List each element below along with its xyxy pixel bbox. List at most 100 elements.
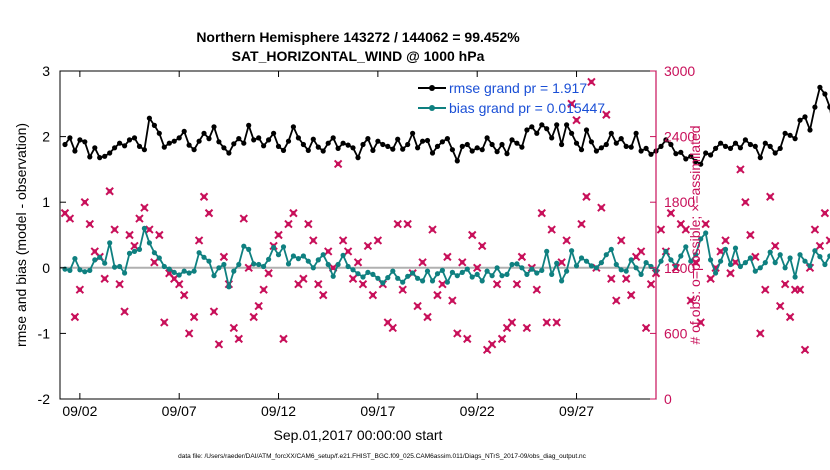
- x-axis-label: Sep.01,2017 00:00:00 start: [274, 427, 443, 443]
- rmse-point: [126, 137, 133, 143]
- obs-marker: [472, 263, 482, 273]
- bias-point: [330, 273, 336, 279]
- bias-point: [122, 270, 128, 276]
- rmse-point: [524, 127, 530, 133]
- obs-marker: [448, 296, 457, 305]
- rmse-point: [767, 143, 773, 149]
- rmse-point: [385, 143, 391, 149]
- bias-point: [102, 260, 108, 266]
- rmse-point: [752, 143, 758, 149]
- obs-marker: [438, 279, 447, 289]
- obs-marker: [150, 258, 159, 267]
- obs-marker: [577, 219, 586, 229]
- obs-marker: [557, 258, 566, 267]
- bias-point: [261, 263, 267, 270]
- bias-point: [449, 269, 455, 275]
- rmse-point: [777, 145, 783, 151]
- obs-marker: [368, 290, 378, 300]
- bias-point: [494, 265, 500, 271]
- obs-marker: [219, 252, 229, 262]
- bias-point: [588, 263, 595, 269]
- rmse-point: [593, 148, 600, 154]
- rmse-point: [196, 138, 202, 144]
- obs-marker: [815, 241, 825, 251]
- bias-point: [151, 250, 157, 256]
- obs-marker: [140, 203, 149, 212]
- y-axis-left-label: rmse and bias (model - observation): [13, 123, 29, 347]
- rmse-point: [583, 127, 590, 133]
- rmse-point: [747, 141, 754, 148]
- bias-point: [325, 261, 331, 268]
- rmse-point: [628, 144, 634, 150]
- obs-marker: [179, 290, 189, 300]
- obs-marker: [562, 236, 571, 245]
- rmse-point: [87, 154, 93, 160]
- rmse-point: [722, 143, 729, 149]
- obs-marker: [666, 208, 676, 218]
- obs-marker: [194, 236, 204, 245]
- rmse-point: [97, 155, 103, 161]
- obs-marker: [189, 312, 199, 322]
- x-tick-label: 09/02: [62, 403, 97, 419]
- obs-marker: [428, 225, 437, 234]
- bias-point: [722, 246, 729, 252]
- bias-point: [117, 263, 123, 270]
- bias-point: [688, 258, 694, 264]
- rmse-point: [732, 140, 739, 146]
- bias-point: [554, 260, 560, 266]
- rmse-point: [102, 153, 108, 159]
- obs-marker: [319, 290, 328, 300]
- obs-marker: [726, 269, 735, 278]
- bias-point: [275, 252, 282, 258]
- rmse-point: [638, 148, 644, 154]
- y-right-tick-label: 3000: [664, 63, 695, 79]
- rmse-point: [395, 136, 401, 142]
- obs-marker: [756, 329, 765, 338]
- bias-point: [176, 272, 182, 278]
- legend-rmse-marker: [429, 85, 435, 91]
- obs-marker: [542, 318, 551, 327]
- bias-point: [141, 225, 147, 231]
- bias-point: [211, 273, 217, 279]
- rmse-point: [285, 138, 292, 144]
- bias-point: [802, 258, 808, 264]
- rmse-point: [807, 127, 813, 133]
- bias-point: [300, 253, 306, 259]
- obs-marker: [65, 214, 75, 223]
- rmse-point: [355, 155, 361, 161]
- obs-marker: [497, 334, 507, 344]
- rmse-point: [504, 151, 510, 157]
- rmse-point: [569, 130, 575, 136]
- obs-marker: [284, 219, 293, 229]
- obs-marker: [517, 252, 527, 262]
- bias-point: [216, 265, 222, 271]
- rmse-point: [380, 141, 386, 148]
- obs-marker: [333, 159, 343, 169]
- obs-marker: [254, 301, 263, 311]
- bias-point: [499, 273, 505, 279]
- obs-marker: [105, 187, 114, 196]
- rmse-point: [136, 143, 143, 149]
- bias-point: [519, 265, 525, 271]
- rmse-point: [792, 136, 798, 142]
- rmse-point: [494, 149, 500, 155]
- rmse-point: [360, 141, 366, 148]
- obs-marker: [751, 252, 760, 262]
- rmse-point: [683, 156, 689, 162]
- rmse-point: [146, 115, 152, 121]
- obs-marker: [115, 279, 124, 289]
- rmse-point: [519, 144, 525, 150]
- rmse-point: [424, 137, 431, 144]
- rmse-point: [256, 135, 262, 141]
- y-right-tick-label: 1800: [664, 194, 695, 210]
- bias-point: [613, 261, 619, 268]
- rmse-point: [166, 140, 172, 146]
- bias-point: [524, 271, 530, 277]
- bias-point: [668, 257, 674, 263]
- rmse-point: [77, 137, 83, 143]
- bias-point: [603, 252, 609, 258]
- rmse-point: [573, 140, 580, 146]
- rmse-point: [325, 140, 331, 146]
- rmse-point: [489, 141, 495, 148]
- obs-marker: [567, 99, 576, 109]
